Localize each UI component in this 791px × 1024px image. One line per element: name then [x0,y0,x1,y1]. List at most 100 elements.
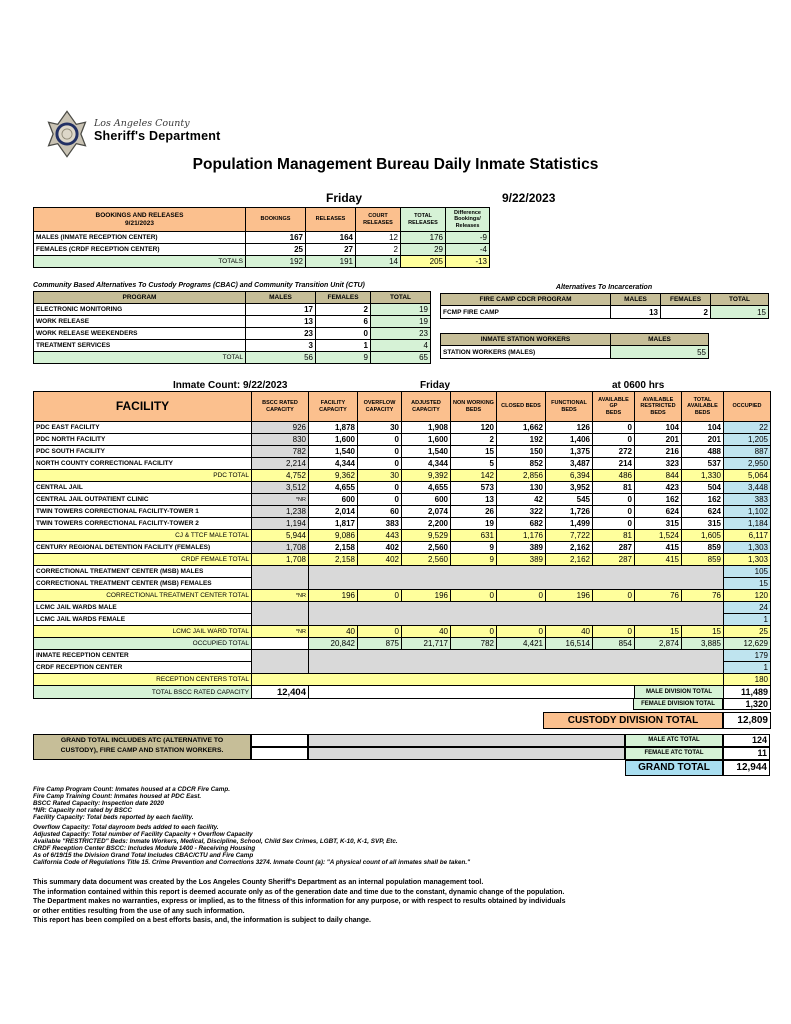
bscc-cell: *NR [251,493,309,506]
cell: 191 [305,255,356,268]
table-row: TWIN TOWERS CORRECTIONAL FACILITY-TOWER … [33,517,771,530]
alternatives-section-title: Alternatives To Incarceration [555,284,653,291]
cell: 315 [634,517,682,530]
row-label: OCCUPIED TOTAL [33,637,252,650]
cell: 4,344 [308,457,358,470]
cell: 0 [592,493,635,506]
cell: 0 [357,493,402,506]
column-header: OVERFLOW CAPACITY [357,391,402,422]
table-row: BOOKINGS AND RELEASES 9/21/2023 BOOKINGS R… [33,207,490,232]
agency-logo: Los Angeles County Sheriff's Department [46,110,220,158]
table-row: CORRECTIONAL TREATMENT CENTER TOTAL *NR 19… [33,589,771,602]
bscc-cell [251,613,309,626]
cell: 859 [681,553,724,566]
cell: 29 [400,243,446,256]
cell: 0 [357,433,402,446]
disclaimer-line: or other entities resulting from the use… [33,907,245,915]
female-division-total-label: FEMALE DIVISION TOTAL [633,698,723,710]
grand-total-block: GRAND TOTAL INCLUDES ATC (ALTERNATIVE TO… [33,734,770,776]
cell: 624 [681,505,724,518]
table-row: FEMALES (CRDF RECEPTION CENTER) 25 27 2 29 -4 [33,243,490,256]
cell: 1,605 [681,529,724,542]
footnote-line: Overflow Capacity: Total dayroom beds ad… [33,824,219,831]
cell: 1,524 [634,529,682,542]
cell: 6 [315,315,371,328]
row-label: FCMP FIRE CAMP [440,305,611,319]
agency-name-line: Sheriff's Department [94,129,221,143]
merged-cell [251,673,724,686]
table-row: LCMC JAIL WARDS FEMALE 1 [33,613,771,626]
row-label: PDC SOUTH FACILITY [33,445,252,458]
cell: 2,856 [496,469,546,482]
cell: 15 [710,305,769,319]
row-label: LCMC JAIL WARDS FEMALE [33,613,252,626]
cell: 2,874 [634,637,682,650]
cell: 1,908 [401,421,451,434]
cell: 504 [681,481,724,494]
footnote-line: As of 6/19/15 the Division Grand Total I… [33,852,254,859]
cell: 4,344 [401,457,451,470]
column-header: PROGRAM [33,291,246,304]
cell: 25 [245,243,306,256]
cell: 9,362 [308,469,358,482]
table-row: INMATE RECEPTION CENTER 179 [33,649,771,662]
agency-county-line: Los Angeles County [94,118,190,129]
row-label: FEMALES (CRDF RECEPTION CENTER) [33,243,246,256]
row-label: ELECTRONIC MONITORING [33,303,246,316]
column-header: FACILITY [33,391,252,422]
male-atc-total-value: 124 [723,734,770,747]
cell: 415 [634,553,682,566]
cell: 1,540 [308,445,358,458]
cell: 488 [681,445,724,458]
occupied-cell: 2,950 [723,457,771,470]
cell: 0 [496,589,546,602]
cell: 13 [450,493,497,506]
cell: 60 [357,505,402,518]
column-header: ADJUSTED CAPACITY [401,391,451,422]
cell: 19 [370,303,431,316]
occupied-cell: 5,064 [723,469,771,482]
station-workers-table: INMATE STATION WORKERS MALES STATION WORKE… [440,333,709,359]
occupied-cell: 6,117 [723,529,771,542]
cell: 126 [545,421,593,434]
row-label: CENTRAL JAIL OUTPATIENT CLINIC [33,493,252,506]
cell: 15 [634,625,682,638]
row-label: TWIN TOWERS CORRECTIONAL FACILITY-TOWER … [33,505,252,518]
cell: 16,514 [545,637,593,650]
male-division-total-label: MALE DIVISION TOTAL [634,685,724,699]
occupied-cell: 1 [723,661,771,674]
occupied-cell: 24 [723,601,771,614]
count-time-caption: at 0600 hrs [612,380,665,391]
inmate-count-caption: Inmate Count: 9/22/2023 [173,380,288,391]
row-label: INMATE RECEPTION CENTER [33,649,252,662]
column-header: BOOKINGS AND RELEASES 9/21/2023 [33,207,246,232]
bscc-cell [251,577,309,590]
table-row: PDC TOTAL 4,752 9,362 30 9,392 142 2,856 6,394 4… [33,469,771,482]
cell: 383 [357,517,402,530]
cell: 1,726 [545,505,593,518]
cell: 196 [545,589,593,602]
cell: 40 [545,625,593,638]
cell: 2,158 [308,541,358,554]
cell: 323 [634,457,682,470]
bscc-cell [251,637,309,650]
facility-table: FACILITY BSCC RATED CAPACITY FACILITY CAPA… [33,391,771,699]
cell: 631 [450,529,497,542]
merged-cell [308,613,724,626]
cell: 0 [357,589,402,602]
bscc-cell: 782 [251,445,309,458]
bscc-cell [251,565,309,578]
cell: 216 [634,445,682,458]
cell: 0 [592,421,635,434]
table-row: LCMC JAIL WARDS MALE 24 [33,601,771,614]
row-label: STATION WORKERS (MALES) [440,345,611,359]
cell: 875 [357,637,402,650]
cell: 0 [450,589,497,602]
cell: 81 [592,481,635,494]
row-label: TOTALS [33,255,246,268]
bscc-cell: *NR [251,589,309,602]
table-row: TWIN TOWERS CORRECTIONAL FACILITY-TOWER … [33,505,771,518]
table-row: NORTH COUNTY CORRECTIONAL FACILITY 2,214 4… [33,457,771,470]
column-header: AVAILABLE RESTRICTED BEDS [634,391,682,422]
